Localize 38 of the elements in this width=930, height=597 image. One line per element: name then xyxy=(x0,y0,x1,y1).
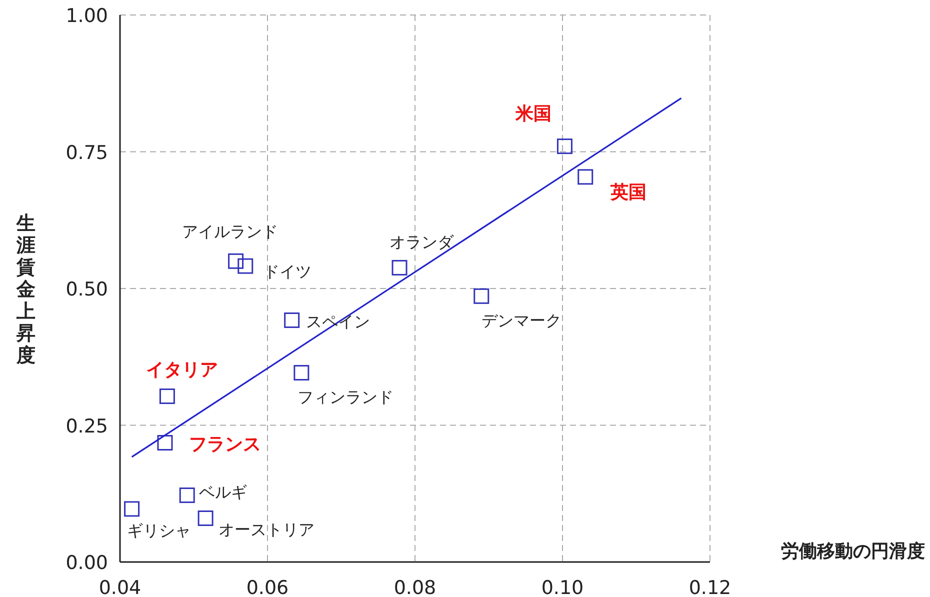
x-tick-label: 0.06 xyxy=(246,577,289,597)
point xyxy=(159,388,175,404)
annotation: 英国 xyxy=(609,182,646,203)
x-axis-title: 労働移動の円滑度 xyxy=(781,541,925,562)
annotation: フィンランド xyxy=(297,388,394,407)
y-tick-label: 0.00 xyxy=(66,552,108,574)
point xyxy=(474,288,490,304)
annotation: オーストリア xyxy=(218,520,315,540)
point xyxy=(238,258,254,274)
y-tick-label: 0.50 xyxy=(66,278,108,300)
point xyxy=(124,501,140,517)
annotation: 米国 xyxy=(514,103,552,124)
annotation: ベルギ xyxy=(199,482,248,502)
annotation: アイルランド xyxy=(182,222,278,242)
point xyxy=(228,253,244,269)
annotation: ギリシャ xyxy=(126,520,191,540)
x-tick-label: 0.08 xyxy=(394,577,436,597)
y-tick-label: 0.75 xyxy=(66,142,108,164)
point xyxy=(556,138,572,154)
point xyxy=(392,260,408,276)
point xyxy=(578,169,594,185)
annotation: デンマーク xyxy=(481,311,562,330)
point xyxy=(294,364,310,380)
point xyxy=(157,435,173,451)
annotation: オランダ xyxy=(390,232,455,252)
annotation: イタリア xyxy=(146,359,218,380)
annotation: フランス xyxy=(188,434,261,455)
point xyxy=(198,510,214,526)
point xyxy=(284,312,300,328)
y-tick-label: 0.25 xyxy=(66,415,108,438)
y-tick-label: 1.00 xyxy=(66,5,108,27)
annotation: ドイツ xyxy=(263,262,312,282)
x-tick-label: 0.04 xyxy=(98,577,142,597)
y-axis-title: 生涯賃金上昇度 xyxy=(16,212,36,366)
annotation: スペイン xyxy=(306,312,370,332)
point xyxy=(179,488,195,504)
x-tick-label: 0.10 xyxy=(541,577,584,597)
x-tick-label: 0.12 xyxy=(688,577,732,597)
